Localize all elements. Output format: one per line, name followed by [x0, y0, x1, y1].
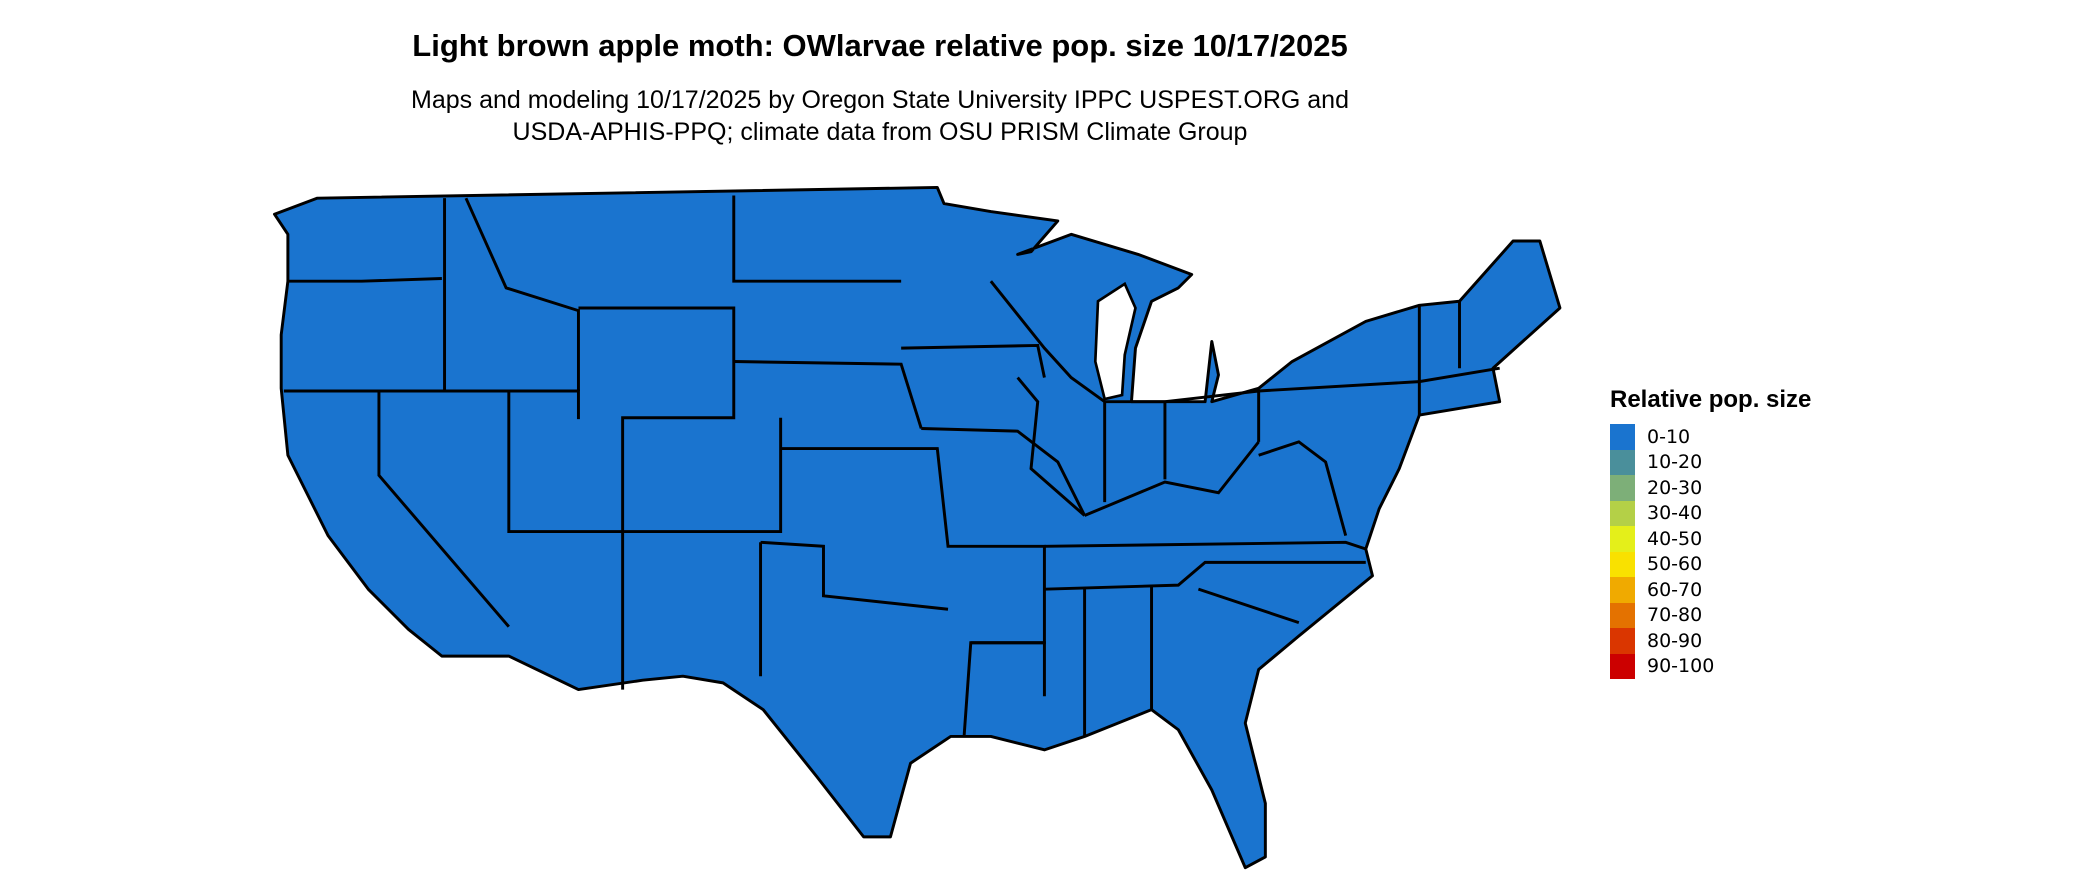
map-title: Light brown apple moth: OWlarvae relativ… — [412, 28, 1348, 63]
lake-michigan — [1093, 281, 1137, 401]
legend-label: 10-20 — [1647, 451, 1703, 474]
legend-item: 20-30 — [1610, 475, 1811, 501]
legend-item: 90-100 — [1610, 653, 1811, 679]
legend-label: 80-90 — [1647, 629, 1703, 652]
legend-swatch — [1610, 500, 1635, 526]
legend-swatch — [1610, 602, 1635, 628]
legend-title: Relative pop. size — [1610, 386, 1812, 413]
legend: Relative pop. size 0-10 10-20 20-30 30-40 40… — [1610, 386, 1811, 679]
legend-swatch — [1610, 653, 1635, 679]
legend-item: 10-20 — [1610, 449, 1811, 475]
legend-label: 60-70 — [1647, 578, 1703, 601]
state-borders — [283, 195, 1500, 737]
subtitle-line-2: USDA-APHIS-PPQ; climate data from OSU PR… — [512, 118, 1248, 146]
legend-label: 50-60 — [1647, 553, 1703, 576]
legend-item: 50-60 — [1610, 551, 1811, 577]
legend-swatch — [1610, 628, 1635, 654]
legend-item: 0-10 — [1610, 424, 1811, 450]
map-subtitle: Maps and modeling 10/17/2025 by Oregon S… — [0, 84, 1760, 148]
legend-swatch — [1610, 449, 1635, 475]
legend-item: 70-80 — [1610, 602, 1811, 628]
legend-swatch — [1610, 551, 1635, 577]
legend-swatch — [1610, 526, 1635, 552]
legend-item: 30-40 — [1610, 500, 1811, 526]
legend-label: 20-30 — [1647, 476, 1703, 499]
legend-label: 70-80 — [1647, 604, 1703, 627]
legend-label: 40-50 — [1647, 527, 1703, 550]
legend-swatch — [1610, 475, 1635, 501]
legend-item: 60-70 — [1610, 577, 1811, 603]
us-outline — [273, 185, 1562, 870]
subtitle-line-1: Maps and modeling 10/17/2025 by Oregon S… — [411, 86, 1349, 114]
legend-label: 0-10 — [1647, 425, 1691, 448]
legend-swatch — [1610, 424, 1635, 450]
legend-label: 30-40 — [1647, 502, 1703, 525]
legend-swatch — [1610, 577, 1635, 603]
legend-item: 80-90 — [1610, 628, 1811, 654]
legend-item: 40-50 — [1610, 526, 1811, 552]
legend-items: 0-10 10-20 20-30 30-40 40-50 50-60 60-70 70-80 8… — [1610, 424, 1811, 679]
legend-label: 90-100 — [1647, 655, 1715, 678]
